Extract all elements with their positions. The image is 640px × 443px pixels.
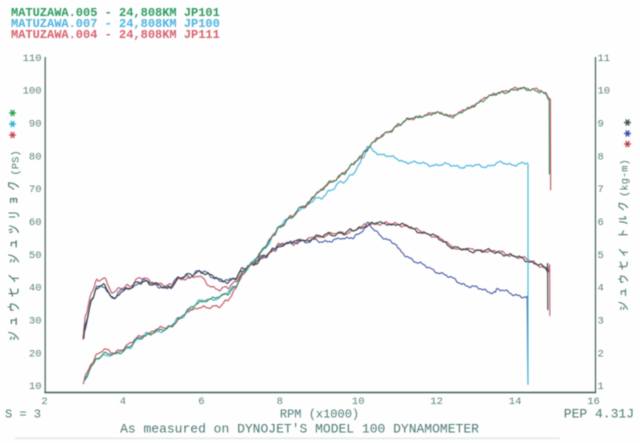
svg-text:9: 9 [598, 119, 604, 131]
svg-text:(PS): (PS) [11, 150, 23, 175]
svg-text:70: 70 [29, 184, 42, 196]
svg-text:7: 7 [598, 184, 604, 196]
svg-text:11: 11 [598, 53, 611, 65]
svg-text:6: 6 [198, 396, 204, 408]
svg-text:RPM (x1000): RPM (x1000) [280, 407, 359, 421]
svg-text:20: 20 [29, 348, 42, 360]
svg-text:80: 80 [29, 151, 42, 163]
svg-text:3: 3 [598, 315, 604, 327]
svg-text:MATUZAWA.004 - 24,808KM JP111: MATUZAWA.004 - 24,808KM JP111 [11, 28, 220, 42]
svg-text:10: 10 [352, 396, 365, 408]
svg-text:10: 10 [598, 86, 611, 98]
svg-text:10: 10 [29, 381, 42, 393]
svg-text:110: 110 [23, 53, 42, 65]
svg-text:12: 12 [430, 396, 443, 408]
svg-text:As measured on DYNOJET'S MODEL: As measured on DYNOJET'S MODEL 100 DYNAM… [120, 421, 479, 436]
svg-text:PEP 4.31J: PEP 4.31J [564, 407, 634, 422]
svg-text:4: 4 [598, 283, 604, 295]
svg-text:4: 4 [120, 396, 126, 408]
svg-text:30: 30 [29, 315, 42, 327]
svg-text:(kg-m): (kg-m) [620, 159, 632, 197]
svg-text:2: 2 [41, 396, 47, 408]
svg-text:S = 3: S = 3 [5, 408, 41, 422]
svg-text:14: 14 [509, 396, 522, 408]
svg-text:MATUZAWA.005 - 24,808KM JP101: MATUZAWA.005 - 24,808KM JP101 [11, 6, 220, 20]
svg-text:8: 8 [598, 151, 604, 163]
svg-text:16: 16 [587, 396, 600, 408]
svg-text:2: 2 [598, 348, 604, 360]
svg-text:100: 100 [23, 86, 42, 98]
svg-text:90: 90 [29, 119, 42, 131]
svg-text:1: 1 [598, 381, 604, 393]
svg-text:40: 40 [29, 283, 42, 295]
svg-text:MATUZAWA.007 - 24,808KM JP100: MATUZAWA.007 - 24,808KM JP100 [11, 17, 220, 31]
svg-text:50: 50 [29, 250, 42, 262]
svg-text:6: 6 [598, 217, 604, 229]
svg-text:5: 5 [598, 250, 604, 262]
svg-text:8: 8 [277, 396, 283, 408]
svg-text:60: 60 [29, 217, 42, 229]
